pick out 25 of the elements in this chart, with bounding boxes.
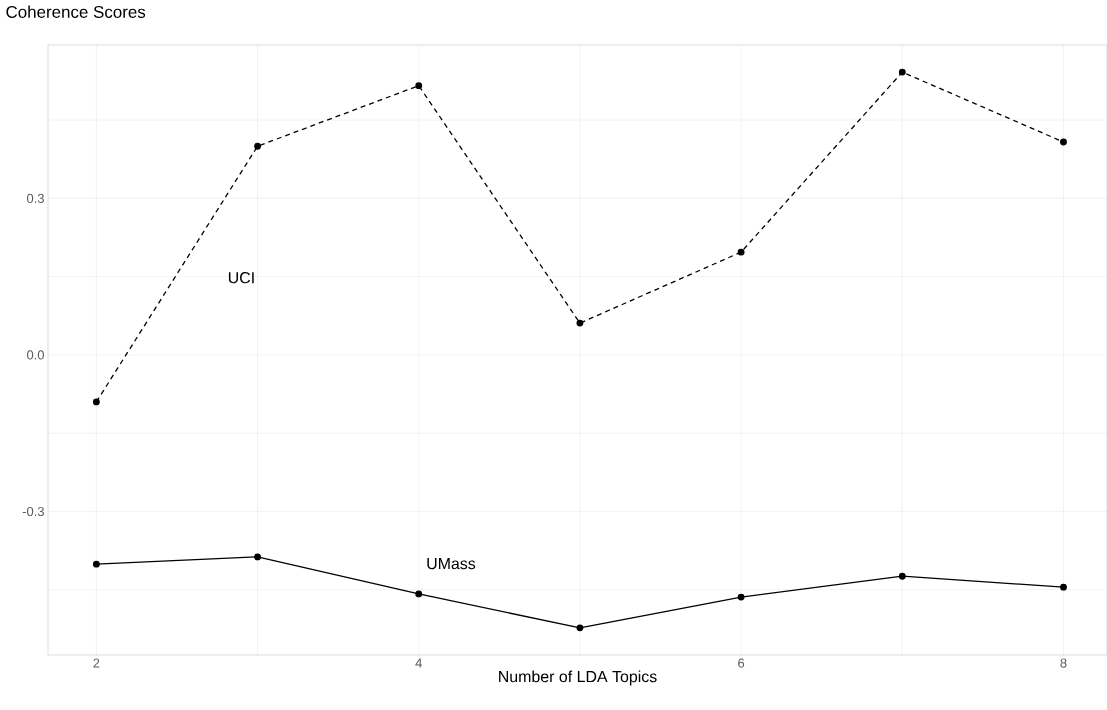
- y-tick-label: 0.3: [26, 193, 44, 203]
- point: [92, 398, 100, 406]
- point: [576, 624, 584, 632]
- point: [737, 248, 745, 256]
- point: [254, 553, 261, 561]
- series-label: UMass: [427, 558, 476, 570]
- point: [415, 590, 423, 598]
- y-tick-label: -0.3: [22, 506, 44, 517]
- x-tick-label: 4: [415, 658, 422, 668]
- point: [415, 82, 423, 90]
- point: [1060, 138, 1067, 146]
- point: [898, 572, 906, 580]
- x-tick-label: 6: [738, 658, 745, 668]
- point: [254, 142, 261, 150]
- chart-title: Coherence Scores: [6, 5, 146, 18]
- x-axis-title: Number of LDA Topics: [499, 670, 657, 686]
- point: [576, 319, 584, 327]
- text: UCI: [228, 272, 254, 284]
- point: [898, 68, 906, 76]
- point: [1060, 583, 1067, 591]
- y-tick-label: 0.0: [26, 350, 44, 360]
- point: [92, 560, 100, 568]
- point: [737, 593, 745, 601]
- x-tick-label: 8: [1060, 658, 1067, 668]
- x-tick-label: 2: [93, 658, 100, 668]
